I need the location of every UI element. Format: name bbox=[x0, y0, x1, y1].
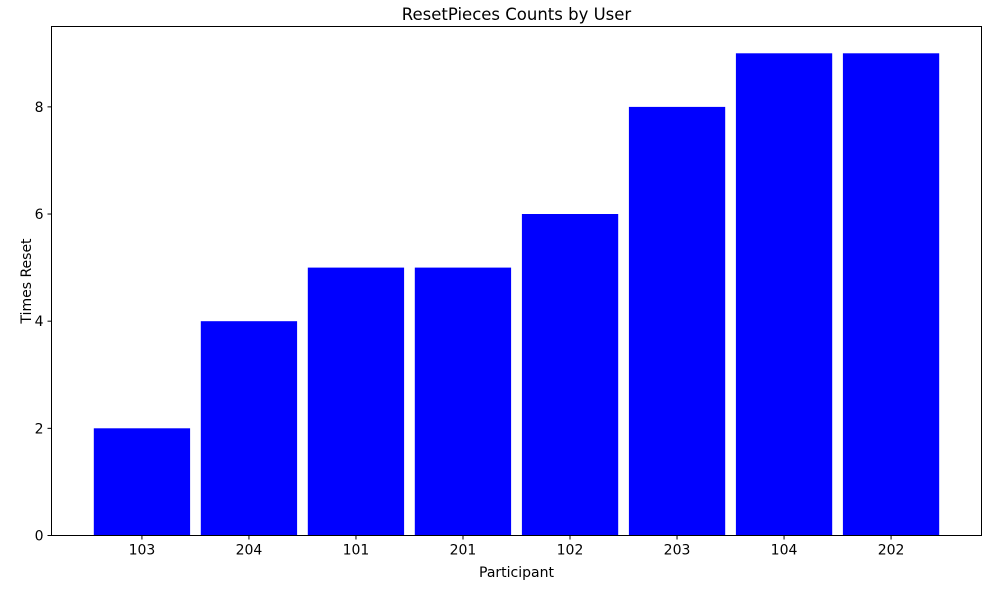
chart-title: ResetPieces Counts by User bbox=[402, 5, 632, 24]
bar bbox=[735, 53, 833, 536]
x-tick-label: 104 bbox=[771, 543, 798, 559]
y-tick-label: 0 bbox=[35, 529, 44, 545]
y-tick-label: 8 bbox=[35, 100, 44, 116]
x-tick-label: 101 bbox=[343, 543, 370, 559]
x-axis-label: Participant bbox=[479, 565, 554, 581]
bar bbox=[628, 106, 726, 536]
bar bbox=[842, 53, 940, 536]
x-tick-label: 102 bbox=[557, 543, 584, 559]
bar bbox=[93, 428, 191, 536]
x-tick-label: 201 bbox=[450, 543, 477, 559]
y-tick-label: 2 bbox=[35, 421, 44, 437]
x-tick-label: 204 bbox=[236, 543, 263, 559]
bar bbox=[414, 267, 512, 536]
x-tick-label: 103 bbox=[129, 543, 156, 559]
y-tick-label: 4 bbox=[35, 314, 44, 330]
y-tick-label: 6 bbox=[35, 207, 44, 223]
x-tick-label: 203 bbox=[664, 543, 691, 559]
bar bbox=[200, 321, 298, 536]
bar bbox=[521, 214, 619, 536]
x-tick-label: 202 bbox=[878, 543, 905, 559]
x-ticks-group: 103 204 101 201 102 203 104 202 bbox=[129, 535, 905, 559]
bars-group bbox=[93, 53, 940, 536]
y-axis-label: Times Reset bbox=[19, 238, 35, 325]
bar bbox=[307, 267, 405, 536]
plot-frame bbox=[51, 26, 982, 536]
y-ticks-group: 0 2 4 6 8 bbox=[35, 100, 52, 545]
